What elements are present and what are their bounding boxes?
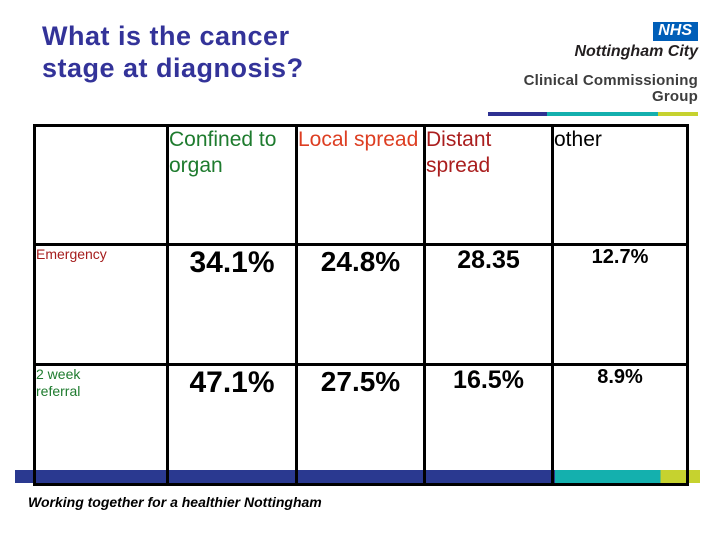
- cell-emergency-confined: 34.1%: [166, 243, 298, 366]
- table-corner-cell: [33, 124, 169, 246]
- row-label-two-week-referral-text: 2 week referral: [36, 366, 81, 399]
- row-label-emergency: Emergency: [33, 243, 169, 366]
- column-header-other: other: [551, 124, 689, 246]
- table-row-emergency: Emergency 34.1% 24.8% 28.35 12.7%: [33, 243, 689, 366]
- cell-referral-local: 27.5%: [295, 363, 426, 486]
- page-title-line2: stage at diagnosis?: [42, 53, 304, 83]
- page-title-line1: What is the cancer: [42, 21, 290, 51]
- column-header-confined-to-organ: Confined to organ: [166, 124, 298, 246]
- row-label-two-week-referral: 2 week referral: [33, 363, 169, 486]
- logo-tricolor-rule: [488, 112, 698, 116]
- cell-referral-other: 8.9%: [551, 363, 689, 486]
- cell-referral-distant: 16.5%: [423, 363, 554, 486]
- table-row-two-week-referral: 2 week referral 47.1% 27.5% 16.5% 8.9%: [33, 363, 689, 486]
- logo-group-name: Clinical Commissioning Group: [523, 72, 698, 105]
- nhs-wordmark: NHS: [658, 22, 692, 39]
- row-label-emergency-text: Emergency: [36, 246, 107, 262]
- nhs-logo-icon: NHS: [653, 22, 698, 41]
- column-header-distant-spread: Distant spread: [423, 124, 554, 246]
- table-header-row: Confined to organ Local spread Distant s…: [33, 124, 689, 246]
- cell-emergency-distant: 28.35: [423, 243, 554, 366]
- footer-tagline: Working together for a healthier Notting…: [28, 494, 322, 510]
- cell-emergency-other: 12.7%: [551, 243, 689, 366]
- page-title: What is the cancer stage at diagnosis?: [42, 20, 304, 84]
- cell-emergency-local: 24.8%: [295, 243, 426, 366]
- stage-table: Confined to organ Local spread Distant s…: [33, 124, 689, 486]
- logo-org-name: Nottingham City: [574, 43, 698, 60]
- column-header-local-spread: Local spread: [295, 124, 426, 246]
- cell-referral-confined: 47.1%: [166, 363, 298, 486]
- nhs-logo: NHS Nottingham City Clinical Commissioni…: [488, 22, 698, 116]
